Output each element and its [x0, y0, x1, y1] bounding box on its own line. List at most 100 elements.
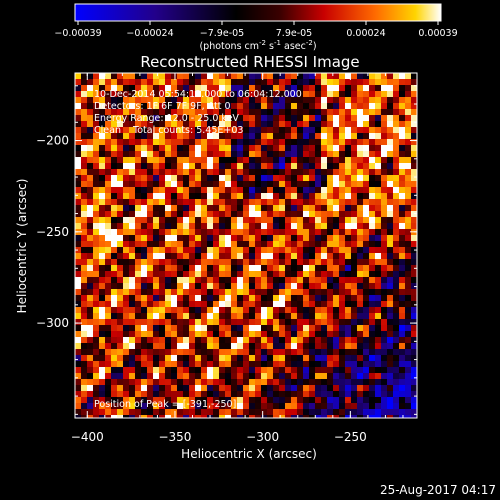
heatmap-cell [99, 223, 105, 229]
heatmap-cell [387, 259, 393, 265]
heatmap-cell [267, 163, 273, 169]
heatmap-cell [141, 259, 147, 265]
heatmap-cell [189, 91, 195, 97]
heatmap-cell [249, 175, 255, 181]
heatmap-cell [399, 175, 405, 181]
heatmap-cell [375, 247, 381, 253]
heatmap-cell [279, 301, 285, 307]
heatmap-cell [279, 385, 285, 391]
heatmap-cell [405, 97, 411, 103]
heatmap-cell [153, 307, 159, 313]
heatmap-cell [201, 151, 207, 157]
heatmap-cell [303, 343, 309, 349]
heatmap-cell [387, 79, 393, 85]
x-tick-label: −250 [334, 430, 367, 444]
info-line-energy: Energy Range: 12.0 - 25.0 keV [94, 113, 239, 124]
heatmap-cell [87, 271, 93, 277]
heatmap-cell [147, 223, 153, 229]
heatmap-cell [321, 253, 327, 259]
heatmap-cell [303, 241, 309, 247]
heatmap-cell [333, 91, 339, 97]
heatmap-cell [411, 121, 417, 127]
colorbar-ticks: −0.00039 −0.00024 −7.9e-05 7.9e-05 0.00024 0.… [54, 21, 458, 39]
heatmap-cell [183, 175, 189, 181]
heatmap-cell [249, 127, 255, 133]
heatmap-cell [195, 145, 201, 151]
heatmap-cell [267, 259, 273, 265]
heatmap-cell [141, 169, 147, 175]
heatmap-cell [405, 145, 411, 151]
heatmap-cell [327, 313, 333, 319]
heatmap-cell [123, 367, 129, 373]
heatmap-cell [135, 205, 141, 211]
heatmap-cell [111, 79, 117, 85]
heatmap-cell [351, 361, 357, 367]
heatmap-cell [183, 145, 189, 151]
heatmap-cell [369, 403, 375, 409]
heatmap-cell [225, 199, 231, 205]
heatmap-cell [255, 289, 261, 295]
heatmap-cell [159, 85, 165, 91]
heatmap-cell [195, 337, 201, 343]
heatmap-cell [99, 379, 105, 385]
heatmap-cell [237, 349, 243, 355]
heatmap-cell [231, 379, 237, 385]
heatmap-cell [225, 109, 231, 115]
heatmap-cell [345, 319, 351, 325]
heatmap-cell [249, 103, 255, 109]
heatmap-cell [321, 337, 327, 343]
heatmap-cell [231, 193, 237, 199]
heatmap-cell [267, 373, 273, 379]
heatmap-cell [213, 397, 219, 403]
heatmap-cell [411, 157, 417, 163]
heatmap-cell [171, 169, 177, 175]
heatmap-cell [171, 151, 177, 157]
heatmap-cell [165, 235, 171, 241]
heatmap-cell [273, 319, 279, 325]
heatmap-cell [363, 235, 369, 241]
heatmap-cell [363, 85, 369, 91]
heatmap-cell [225, 97, 231, 103]
heatmap-cell [279, 349, 285, 355]
heatmap-cell [147, 283, 153, 289]
heatmap-cell [195, 205, 201, 211]
heatmap-cell [351, 79, 357, 85]
heatmap-cell [303, 193, 309, 199]
heatmap-cell [357, 241, 363, 247]
heatmap-cell [219, 103, 225, 109]
heatmap-cell [165, 391, 171, 397]
heatmap-cell [219, 229, 225, 235]
heatmap-cell [213, 145, 219, 151]
heatmap-cell [261, 91, 267, 97]
heatmap-cell [225, 223, 231, 229]
heatmap-cell [279, 211, 285, 217]
heatmap-cell [177, 349, 183, 355]
heatmap-cell [117, 211, 123, 217]
heatmap-cell [177, 223, 183, 229]
heatmap-cell [363, 283, 369, 289]
heatmap-cell [153, 193, 159, 199]
heatmap-cell [267, 79, 273, 85]
heatmap-cell [237, 265, 243, 271]
heatmap-cell [363, 223, 369, 229]
heatmap-cell [255, 151, 261, 157]
heatmap-cell [249, 121, 255, 127]
heatmap-cell [303, 79, 309, 85]
heatmap-cell [93, 313, 99, 319]
heatmap-cell [147, 367, 153, 373]
heatmap-cell [261, 97, 267, 103]
heatmap-cell [99, 157, 105, 163]
heatmap-cell [351, 199, 357, 205]
heatmap-cell [279, 289, 285, 295]
heatmap-cell [93, 355, 99, 361]
heatmap-cell [213, 199, 219, 205]
heatmap-cell [399, 217, 405, 223]
heatmap-cell [183, 265, 189, 271]
heatmap-cell [387, 373, 393, 379]
heatmap-cell [171, 391, 177, 397]
heatmap-cell [105, 391, 111, 397]
heatmap-cell [201, 103, 207, 109]
heatmap-cell [195, 253, 201, 259]
heatmap-cell [129, 79, 135, 85]
heatmap-cell [183, 391, 189, 397]
